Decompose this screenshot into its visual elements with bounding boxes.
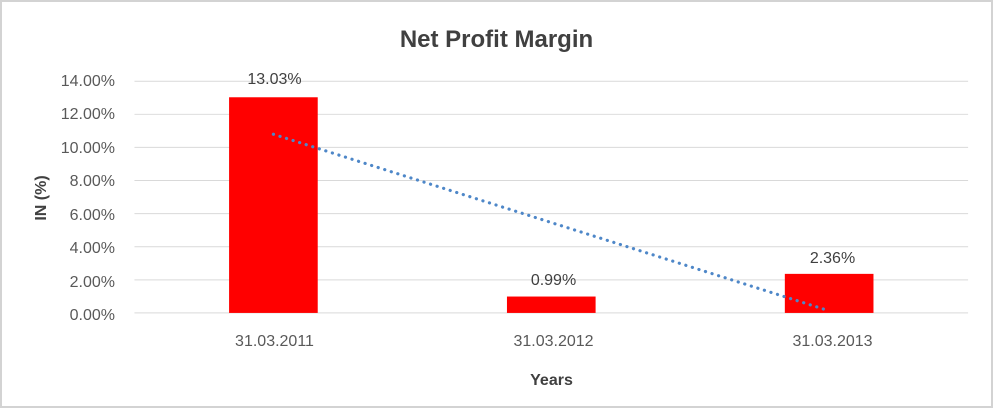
y-tick-label: 10.00% xyxy=(60,139,115,157)
y-tick-label: 12.00% xyxy=(60,106,115,124)
y-tick-label: 6.00% xyxy=(69,206,115,224)
x-tick-label: 31.03.2012 xyxy=(513,333,594,350)
trendline xyxy=(271,132,831,313)
bar-data-label: 0.99% xyxy=(530,272,577,290)
y-tick-label: 4.00% xyxy=(69,240,115,258)
y-tick-label: 0.00% xyxy=(69,307,115,324)
chart-bar xyxy=(784,273,874,313)
chart-title: Net Profit Margin xyxy=(399,26,594,53)
x-tick-label: 31.03.2011 xyxy=(235,333,314,350)
x-tick-label: 31.03.2013 xyxy=(792,333,873,350)
chart-bar xyxy=(229,97,318,313)
y-tick-label: 2.00% xyxy=(69,273,115,291)
bar-data-label: 13.03% xyxy=(247,71,302,89)
bar-data-label: 2.36% xyxy=(809,249,856,267)
chart-bar xyxy=(506,296,596,313)
x-axis-title: Years xyxy=(530,372,573,389)
y-tick-label: 14.00% xyxy=(60,73,115,90)
y-tick-label: 8.00% xyxy=(69,173,115,191)
